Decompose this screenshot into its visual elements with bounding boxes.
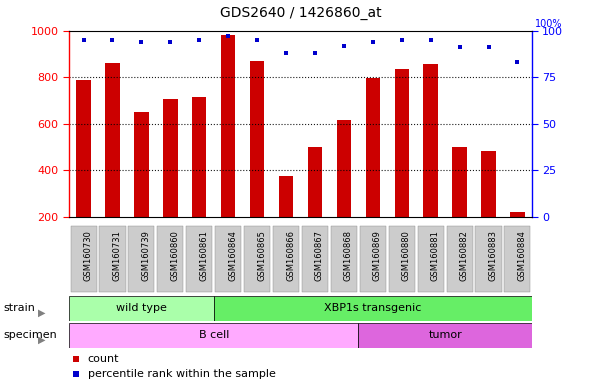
FancyBboxPatch shape [331,226,357,292]
Text: GSM160882: GSM160882 [460,230,469,281]
Text: GSM160860: GSM160860 [170,230,179,281]
Text: GSM160866: GSM160866 [286,230,295,281]
Text: GSM160861: GSM160861 [200,230,209,281]
Text: B cell: B cell [198,330,229,340]
FancyBboxPatch shape [475,226,501,292]
Bar [250,61,264,217]
FancyBboxPatch shape [215,226,241,292]
FancyBboxPatch shape [70,226,97,292]
FancyBboxPatch shape [214,296,532,321]
Text: percentile rank within the sample: percentile rank within the sample [88,369,275,379]
Bar [163,99,177,217]
Text: GSM160880: GSM160880 [401,230,410,281]
Bar [453,147,467,217]
Bar [308,147,322,217]
FancyBboxPatch shape [358,323,532,348]
Bar [134,112,148,217]
FancyBboxPatch shape [418,226,444,292]
FancyBboxPatch shape [186,226,212,292]
FancyBboxPatch shape [360,226,386,292]
Text: tumor: tumor [429,330,462,340]
Text: GSM160865: GSM160865 [257,230,266,281]
FancyBboxPatch shape [504,226,531,292]
FancyBboxPatch shape [389,226,415,292]
FancyBboxPatch shape [244,226,270,292]
Bar [481,151,496,217]
Text: GSM160881: GSM160881 [431,230,440,281]
FancyBboxPatch shape [273,226,299,292]
Text: GSM160731: GSM160731 [112,230,121,281]
Bar [365,78,380,217]
Text: GDS2640 / 1426860_at: GDS2640 / 1426860_at [220,6,381,20]
Text: GSM160730: GSM160730 [84,230,93,281]
Text: 100%: 100% [535,19,563,29]
FancyBboxPatch shape [69,296,214,321]
Bar [394,69,409,217]
FancyBboxPatch shape [100,226,126,292]
Text: GSM160867: GSM160867 [315,230,324,281]
Text: ▶: ▶ [38,308,46,318]
Text: XBP1s transgenic: XBP1s transgenic [324,303,421,313]
FancyBboxPatch shape [157,226,183,292]
Text: ▶: ▶ [38,335,46,345]
Text: GSM160868: GSM160868 [344,230,353,281]
Bar [221,35,236,217]
Bar [76,79,91,217]
FancyBboxPatch shape [69,323,358,348]
Text: GSM160883: GSM160883 [489,230,498,281]
FancyBboxPatch shape [447,226,472,292]
Bar [105,63,120,217]
FancyBboxPatch shape [129,226,154,292]
Text: count: count [88,354,119,364]
Bar [192,97,207,217]
Text: GSM160864: GSM160864 [228,230,237,281]
FancyBboxPatch shape [302,226,328,292]
Text: wild type: wild type [116,303,167,313]
Bar [337,120,351,217]
Text: specimen: specimen [3,330,56,340]
Bar [424,65,438,217]
Text: GSM160884: GSM160884 [517,230,526,281]
Bar [510,212,525,217]
Bar [279,176,293,217]
Text: GSM160869: GSM160869 [373,230,382,281]
Text: GSM160739: GSM160739 [141,230,150,281]
Text: strain: strain [3,303,35,313]
